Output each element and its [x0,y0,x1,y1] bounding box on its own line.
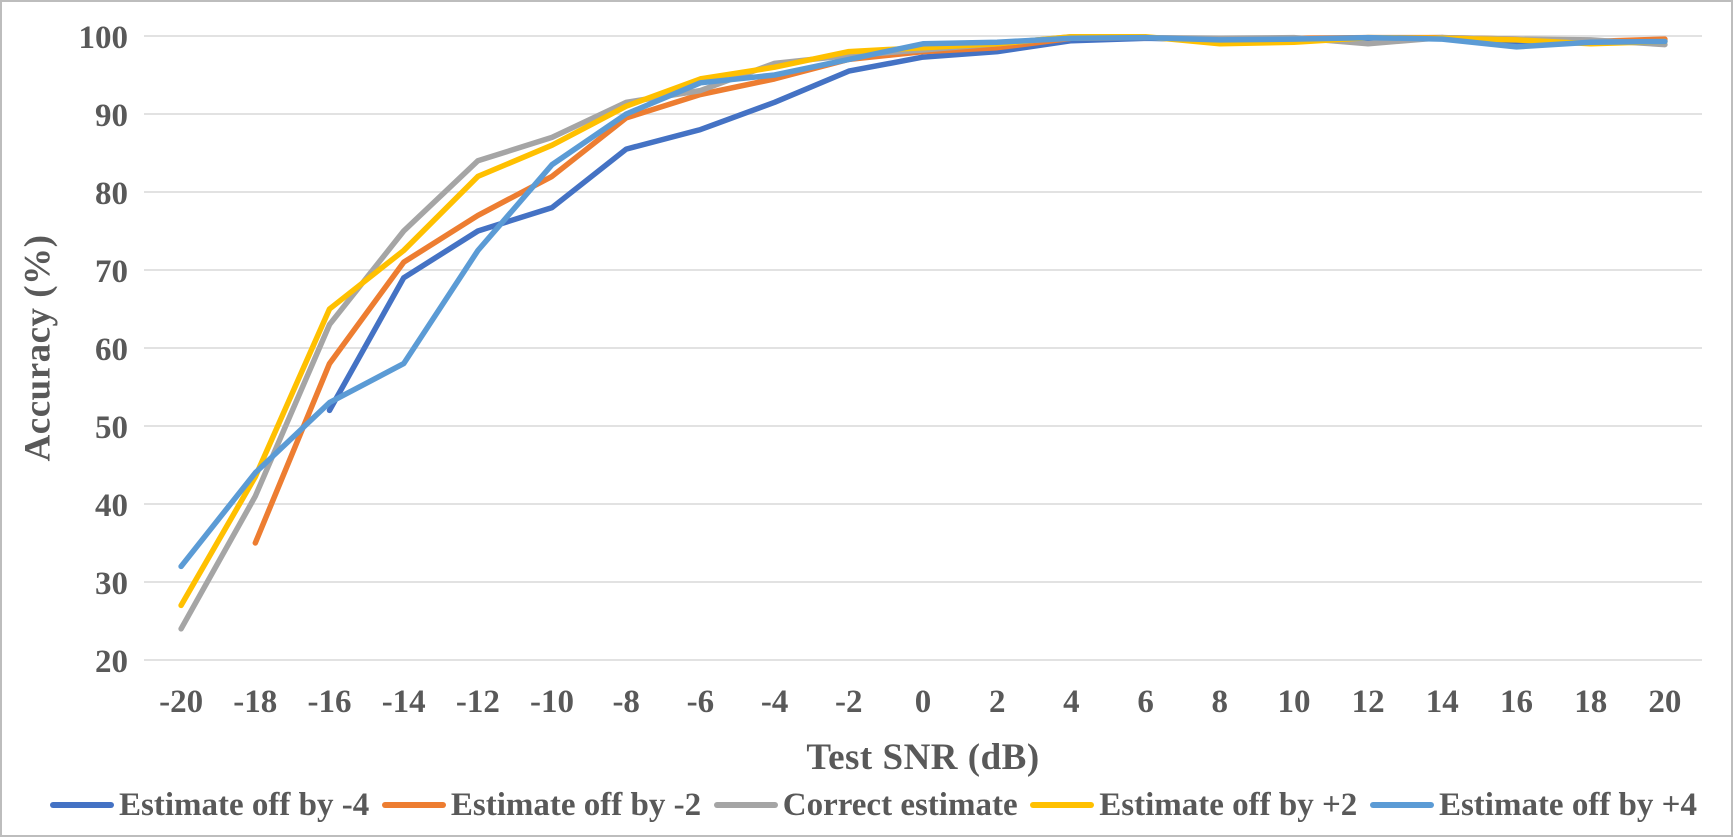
legend-swatch-estimate-off-by-plus4 [1369,802,1434,808]
x-tick-label: 16 [1500,684,1533,720]
y-axis-title: Accuracy (%) [17,234,59,462]
legend-label: Estimate off by +4 [1438,786,1697,823]
series-line-estimate-off-by-minus4 [326,34,1668,414]
x-tick-label: 18 [1574,684,1607,720]
x-axis-title: Test SNR (dB) [806,737,1040,778]
y-tick-label: 30 [95,566,128,602]
x-tick-label: -20 [159,684,203,720]
x-tick-label: -18 [233,684,277,720]
y-tick-label: 60 [95,332,128,368]
legend-swatch-estimate-off-by-minus2 [381,802,446,808]
x-tick-label: 2 [989,684,1006,720]
x-tick-label: 10 [1278,684,1311,720]
legend-label: Correct estimate [782,786,1018,823]
series-line-estimate-off-by-plus2 [178,34,1668,609]
y-tick-label: 90 [95,98,128,134]
legend-item-estimate-off-by-plus2: Estimate off by +2 [1030,787,1357,824]
legend-label: Estimate off by -2 [450,786,702,823]
legend-swatch-estimate-off-by-minus4 [50,802,114,808]
y-tick-label: 100 [79,20,129,56]
y-tick-label: 20 [95,644,128,680]
legend-item-estimate-off-by-plus4: Estimate off by +4 [1369,786,1697,824]
x-tick-label: 12 [1352,684,1385,720]
chart-legend: Estimate off by -4 Estimate off by -2 Corr… [50,784,1697,826]
legend-swatch-estimate-off-by-plus2 [1030,802,1095,808]
y-tick-label: 80 [95,176,128,212]
x-tick-label: -14 [382,684,426,720]
x-tick-label: -10 [530,684,574,720]
y-tick-label: 50 [95,410,128,446]
legend-label: Estimate off by +2 [1099,786,1358,823]
legend-label: Estimate off by -4 [119,786,370,823]
x-tick-label: -4 [761,684,789,720]
x-tick-label: 20 [1648,684,1681,720]
x-tick-label: 8 [1212,684,1229,720]
x-tick-label: -6 [687,684,715,720]
x-tick-label: 4 [1063,684,1080,720]
x-tick-label: 0 [915,684,932,720]
x-tick-label: -8 [612,684,640,720]
legend-item-estimate-off-by-minus2: Estimate off by -2 [381,786,702,824]
x-tick-label: 14 [1426,684,1459,720]
series-line-estimate-off-by-plus4 [178,34,1668,570]
series-line-correct-estimate [178,34,1668,632]
y-tick-label: 40 [95,488,128,524]
legend-item-correct-estimate: Correct estimate [713,786,1018,824]
x-tick-label: -16 [308,684,352,720]
x-tick-label: -2 [835,684,863,720]
y-tick-label: 70 [95,254,128,290]
x-tick-label: -12 [456,684,500,720]
legend-item-estimate-off-by-minus4: Estimate off by -4 [50,787,369,824]
legend-swatch-correct-estimate [713,802,778,808]
x-tick-label: 6 [1137,684,1154,720]
